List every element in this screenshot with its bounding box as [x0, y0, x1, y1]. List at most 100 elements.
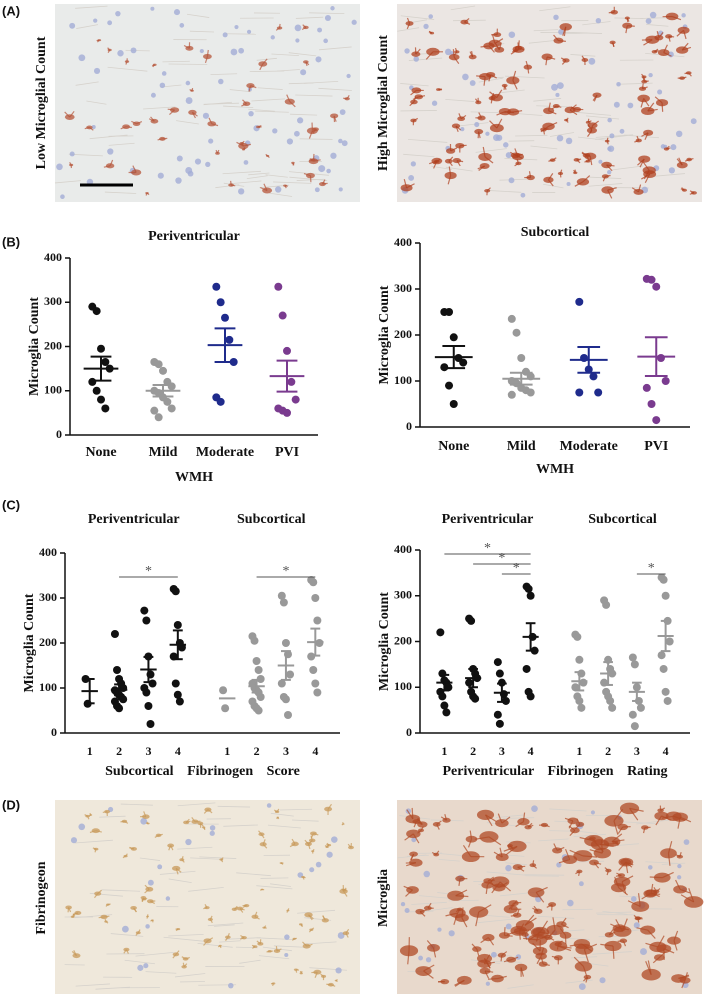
nucleus: [599, 977, 606, 984]
data-point: [148, 679, 157, 688]
stain-process: [509, 151, 519, 158]
stain-process: [454, 47, 458, 53]
stain-process: [107, 903, 111, 906]
data-point: [221, 704, 230, 713]
stain-process: [220, 857, 224, 860]
texture: [108, 142, 135, 146]
texture: [229, 89, 252, 93]
data-point: [665, 637, 674, 646]
significance-label: *: [648, 561, 655, 576]
nucleus: [284, 952, 289, 958]
stain-process: [125, 853, 128, 857]
data-point: [579, 678, 588, 687]
stain-process: [415, 48, 421, 55]
data-point: [517, 354, 526, 362]
stain-process: [574, 181, 584, 187]
stain-process: [636, 927, 648, 931]
group-title: Periventricular: [148, 229, 240, 244]
stain-process: [517, 866, 525, 872]
data-point: [283, 711, 292, 719]
data-point: [522, 664, 531, 673]
stain-process: [551, 105, 557, 110]
data-point: [216, 298, 225, 307]
stain-process: [688, 72, 692, 77]
stain-process: [330, 984, 336, 987]
nucleus: [616, 81, 621, 87]
nucleus: [275, 186, 282, 193]
stain-process: [573, 169, 576, 174]
stain-process: [132, 165, 137, 173]
nucleus: [145, 924, 150, 929]
texture: [120, 803, 153, 806]
stain-process: [500, 955, 503, 962]
texture: [309, 12, 345, 14]
texture: [570, 54, 596, 57]
texture: [419, 895, 451, 899]
stain-process: [568, 825, 576, 831]
stain-process: [185, 818, 190, 823]
stain-process: [536, 955, 542, 965]
stain-process: [484, 961, 495, 965]
stain-process: [181, 856, 184, 860]
stain-process: [498, 42, 502, 50]
texture: [74, 839, 113, 844]
stain-process: [343, 887, 347, 891]
stain-process: [564, 817, 574, 822]
stain-process: [191, 112, 196, 119]
nucleus: [555, 92, 560, 97]
texture: [295, 16, 324, 19]
nucleus: [93, 67, 101, 75]
nucleus: [326, 851, 333, 858]
nucleus: [294, 130, 300, 137]
texture: [573, 111, 612, 116]
x-axis-label: Periventricular Fibrinogen Rating: [442, 764, 667, 779]
texture: [400, 83, 429, 87]
nucleus: [675, 130, 683, 138]
stain-process: [647, 102, 655, 112]
nucleus: [556, 82, 564, 90]
texture: [289, 176, 328, 181]
stain-process: [515, 821, 524, 828]
stain-process: [660, 807, 666, 811]
stain-process: [345, 932, 349, 938]
texture: [163, 936, 204, 942]
nucleus: [485, 981, 490, 986]
sem-bar: [509, 371, 533, 386]
data-point: [252, 657, 261, 665]
stain-process: [480, 45, 490, 48]
stain-process: [487, 977, 498, 980]
stain-process: [151, 64, 155, 67]
stain-process: [141, 898, 145, 901]
stain-process: [278, 23, 281, 29]
texture: [533, 29, 559, 32]
nucleus: [205, 161, 211, 167]
stain-process: [242, 99, 247, 105]
stain-process: [513, 110, 523, 113]
stain-process: [266, 950, 270, 953]
data-point: [630, 722, 639, 731]
nucleus: [648, 865, 653, 870]
stain-process: [621, 875, 634, 883]
stain-process: [107, 47, 111, 51]
data-point: [113, 666, 122, 674]
data-point: [436, 628, 445, 637]
stain-process: [510, 956, 519, 961]
data-point: [163, 397, 172, 406]
stain-process: [411, 807, 414, 819]
nucleus: [69, 22, 76, 29]
nucleus: [294, 24, 302, 32]
texture: [249, 70, 285, 73]
stain-process: [644, 173, 651, 184]
stain-process: [510, 900, 518, 910]
stain-process: [485, 814, 493, 827]
texture: [475, 148, 507, 153]
stain-process: [345, 928, 350, 934]
nucleus: [202, 112, 210, 119]
data-point: [602, 600, 611, 609]
nucleus: [335, 967, 342, 974]
texture: [248, 172, 270, 176]
stain-process: [613, 808, 624, 822]
stain-process: [403, 179, 408, 188]
stain-process: [262, 843, 268, 849]
stain-process: [208, 117, 213, 125]
